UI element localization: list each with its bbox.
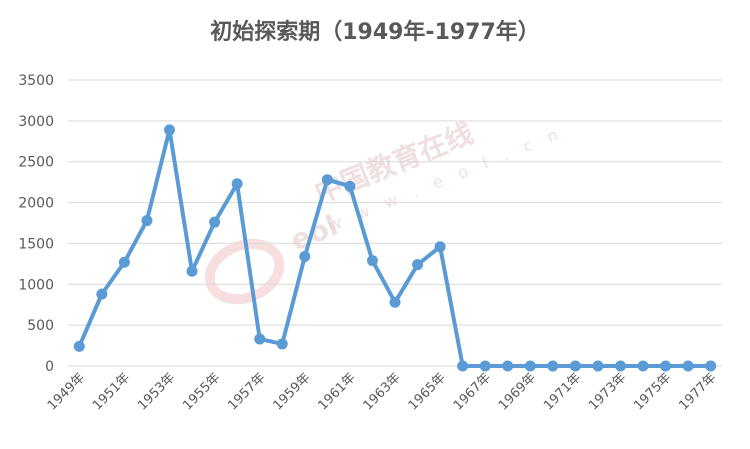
data-point-1971年 bbox=[569, 360, 581, 372]
x-tick-label: 1967年 bbox=[451, 370, 494, 413]
chart-title: 初始探索期（1949年-1977年） bbox=[210, 20, 540, 45]
x-tick-label: 1969年 bbox=[496, 370, 539, 413]
data-point-1965年 bbox=[434, 241, 446, 253]
data-point-1959年 bbox=[299, 251, 311, 263]
x-tick-label: 1961年 bbox=[316, 370, 359, 413]
data-point-1960年 bbox=[321, 174, 333, 186]
data-point-1953年 bbox=[163, 124, 175, 136]
x-tick-label: 1957年 bbox=[225, 370, 268, 413]
data-point-1955年 bbox=[209, 216, 221, 228]
x-tick-label: 1975年 bbox=[631, 370, 674, 413]
data-point-1970年 bbox=[547, 360, 559, 372]
y-tick-label: 2500 bbox=[18, 155, 54, 171]
x-tick-label: 1973年 bbox=[586, 370, 629, 413]
data-point-1975年 bbox=[660, 360, 672, 372]
data-point-1969年 bbox=[524, 360, 536, 372]
x-tick-label: 1959年 bbox=[270, 370, 313, 413]
x-tick-label: 1965年 bbox=[406, 370, 449, 413]
y-tick-label: 1500 bbox=[18, 236, 54, 252]
grid-lines bbox=[68, 79, 722, 367]
data-point-1964年 bbox=[412, 259, 424, 271]
data-point-1973年 bbox=[615, 360, 627, 372]
y-tick-label: 3500 bbox=[18, 73, 54, 89]
data-point-1962年 bbox=[366, 255, 378, 267]
y-axis-tick-labels: 0 500 1000 1500 2000 2500 3000 3500 bbox=[18, 73, 54, 375]
data-point-1976年 bbox=[682, 360, 694, 372]
data-point-1950年 bbox=[96, 288, 108, 300]
x-tick-label: 1953年 bbox=[135, 370, 178, 413]
data-point-1952年 bbox=[141, 215, 153, 227]
series-layer bbox=[73, 124, 717, 372]
y-tick-label: 3000 bbox=[18, 114, 54, 130]
data-point-1963年 bbox=[389, 296, 401, 308]
x-tick-label: 1951年 bbox=[90, 370, 133, 413]
y-tick-label: 500 bbox=[27, 318, 54, 334]
x-tick-label: 1963年 bbox=[361, 370, 404, 413]
data-point-1966年 bbox=[457, 360, 469, 372]
data-point-1968年 bbox=[502, 360, 514, 372]
data-point-1974年 bbox=[637, 360, 649, 372]
data-point-1958年 bbox=[276, 338, 288, 350]
data-point-1956年 bbox=[231, 178, 243, 190]
data-point-1972年 bbox=[592, 360, 604, 372]
data-point-1954年 bbox=[186, 265, 198, 277]
data-point-1961年 bbox=[344, 180, 356, 192]
y-tick-label: 0 bbox=[45, 359, 54, 375]
data-point-1951年 bbox=[118, 256, 130, 268]
x-tick-label: 1955年 bbox=[180, 370, 223, 413]
x-tick-label: 1949年 bbox=[45, 370, 88, 413]
x-axis-tick-labels: 1949年 1951年 1953年 1955年 1957年 1959年 1961年 1963年… bbox=[45, 370, 720, 413]
y-tick-label: 2000 bbox=[18, 196, 54, 212]
data-point-1977年 bbox=[705, 360, 717, 372]
data-point-1949年 bbox=[73, 340, 85, 352]
x-tick-label: 1977年 bbox=[676, 370, 719, 413]
x-tick-label: 1971年 bbox=[541, 370, 584, 413]
data-point-1957年 bbox=[254, 333, 266, 345]
data-point-1967年 bbox=[479, 360, 491, 372]
y-tick-label: 1000 bbox=[18, 277, 54, 293]
